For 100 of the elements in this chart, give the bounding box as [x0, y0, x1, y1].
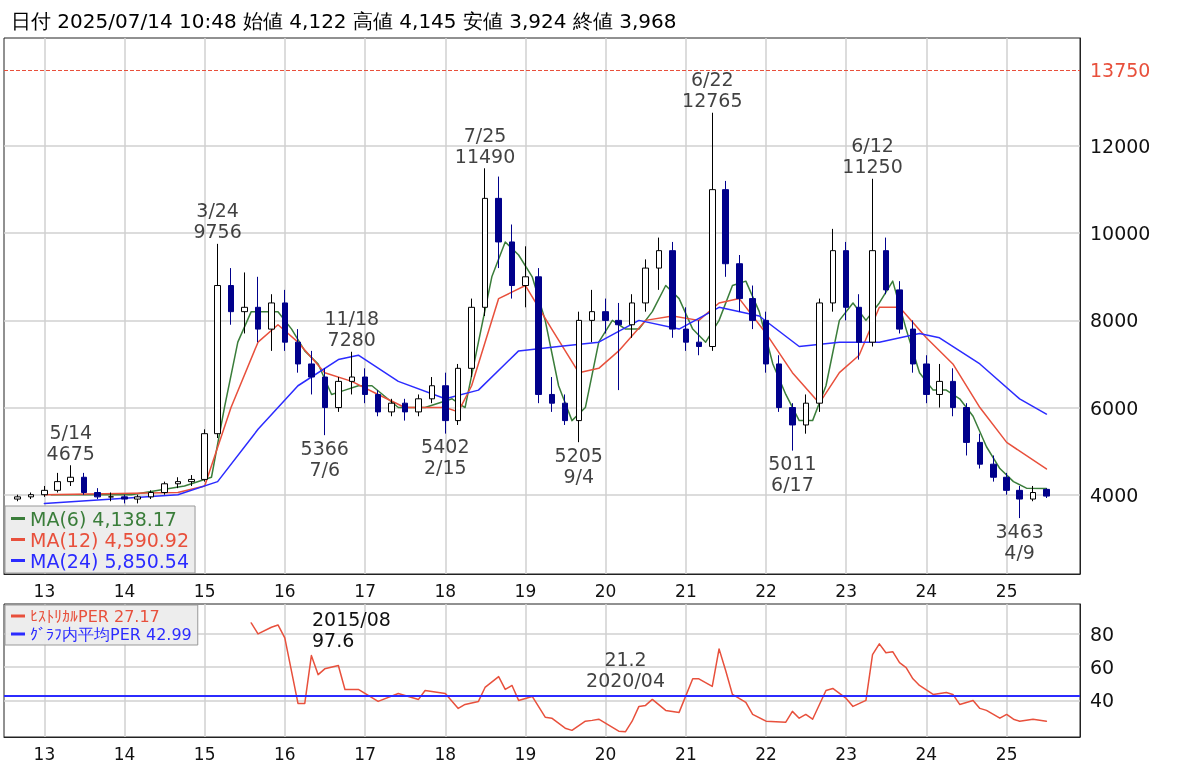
candlestick [41, 485, 48, 498]
candlestick [803, 393, 809, 435]
candlestick [830, 228, 836, 313]
candlestick [923, 354, 930, 404]
candlestick [402, 398, 408, 422]
candlestick [388, 398, 395, 417]
legend-label: ﾋｽﾄﾘｶﾙPER 27.17 [30, 606, 160, 626]
candlestick [990, 454, 997, 483]
candlestick [228, 267, 234, 326]
candlestick [148, 489, 154, 500]
x-tick-label: 17 [354, 743, 376, 764]
x-tick-label: 14 [113, 580, 136, 601]
x-tick-label: 19 [514, 580, 537, 601]
candlestick [763, 311, 769, 374]
candlestick [442, 372, 449, 435]
candlestick [910, 319, 916, 374]
x-tick-label: 15 [193, 743, 216, 764]
y-tick-label: 4000 [1090, 483, 1139, 506]
candlestick [268, 293, 275, 352]
y-tick-label: 40 [1090, 689, 1115, 712]
x-tick-label: 14 [113, 743, 136, 764]
candlestick [81, 472, 87, 496]
annotation: 3463 4/9 [995, 519, 1044, 563]
annotation: 2015/08 97.6 [312, 607, 391, 651]
candlestick [14, 494, 21, 502]
legend-label: MA(12) 4,590.92 [30, 528, 190, 551]
candlestick [843, 241, 849, 321]
candlestick [896, 280, 903, 334]
x-tick-label: 24 [915, 743, 938, 764]
x-tick-label: 21 [675, 580, 697, 601]
y-tick-label: 8000 [1090, 309, 1139, 332]
annotation: 5/14 4675 [46, 420, 95, 464]
candlestick [869, 178, 876, 348]
annotation: 5366 7/6 [300, 436, 349, 480]
candlestick [856, 293, 862, 361]
candlestick [669, 241, 676, 339]
x-tick-label: 16 [273, 580, 296, 601]
candlestick [977, 433, 983, 470]
x-tick-label: 22 [755, 743, 777, 764]
candlestick [161, 481, 168, 496]
x-tick-label: 24 [915, 580, 938, 601]
candlestick [482, 167, 488, 317]
candlestick [54, 472, 61, 494]
candlestick [722, 180, 729, 278]
candlestick [468, 298, 475, 378]
candlestick [362, 367, 368, 404]
x-tick-label: 17 [354, 580, 376, 601]
candlestick [1030, 485, 1036, 502]
candlestick [683, 306, 689, 352]
candlestick [522, 245, 529, 308]
candlestick [736, 254, 743, 313]
candlestick [1016, 485, 1023, 519]
x-tick-label: 23 [835, 743, 857, 764]
candlestick [1003, 472, 1010, 496]
candlestick [709, 112, 716, 352]
candlestick [201, 428, 208, 483]
candlestick [1043, 487, 1050, 499]
candlestick [322, 367, 328, 436]
candlestick [615, 302, 622, 391]
candlestick [495, 176, 502, 269]
chart-title: 日付 2025/07/14 10:48 始値 4,122 高値 4,145 安値 3,924 終値 3,968 [11, 9, 677, 33]
x-tick-label: 16 [273, 743, 296, 764]
candlestick [175, 476, 181, 489]
x-tick-label: 22 [755, 580, 777, 601]
candlestick [776, 354, 782, 413]
candlestick [883, 237, 889, 295]
candlestick [335, 376, 342, 413]
x-tick-label: 25 [995, 743, 1018, 764]
candlestick [576, 311, 582, 443]
candlestick [241, 271, 248, 334]
x-tick-label: 21 [675, 743, 697, 764]
candlestick [94, 487, 101, 500]
candlestick [589, 289, 595, 343]
annotation: 6/22 12765 [682, 68, 743, 112]
candlestick [188, 474, 195, 487]
candlestick [963, 402, 970, 456]
candlestick [562, 393, 568, 426]
x-tick-label: 13 [33, 743, 56, 764]
annotation: 7/25 11490 [454, 123, 516, 167]
candlestick [789, 402, 796, 452]
x-tick-label: 18 [434, 580, 457, 601]
candlestick [134, 494, 141, 504]
x-tick-label: 13 [33, 580, 56, 601]
candlestick [255, 276, 261, 343]
candlestick [549, 376, 555, 413]
x-tick-label: 25 [995, 580, 1018, 601]
x-tick-label: 20 [594, 580, 617, 601]
annotation: 5402 2/15 [421, 435, 470, 479]
x-tick-label: 18 [434, 743, 457, 764]
annotation: 5011 6/17 [768, 452, 817, 496]
candlestick [415, 393, 422, 417]
ref-line-label: 13750 [1090, 58, 1151, 81]
candlestick [67, 464, 74, 487]
candlestick [629, 293, 635, 339]
annotation: 21.2 2020/04 [586, 647, 666, 691]
y-tick-label: 12000 [1090, 135, 1151, 158]
y-tick-label: 80 [1090, 622, 1115, 645]
candlestick [429, 376, 435, 404]
candlestick [509, 224, 515, 300]
candlestick [749, 285, 756, 330]
